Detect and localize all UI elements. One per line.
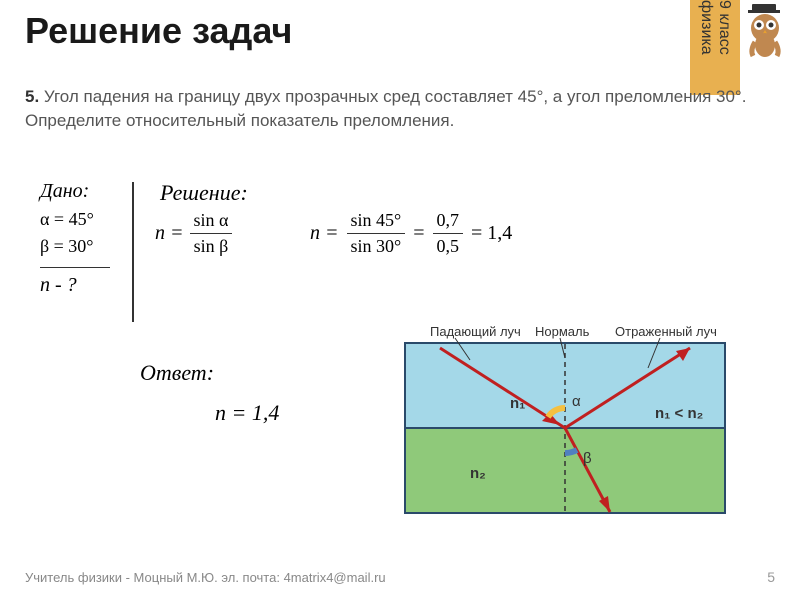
page-title: Решение задач bbox=[25, 10, 292, 52]
footer-text: Учитель физики - Моцный М.Ю. эл. почта: … bbox=[25, 570, 386, 585]
fraction-general: sin α sin β bbox=[190, 210, 233, 257]
given-title: Дано: bbox=[40, 180, 110, 203]
frac-num: sin α bbox=[190, 210, 233, 234]
answer-value: n = 1,4 bbox=[215, 400, 279, 426]
problem-number: 5. bbox=[25, 87, 39, 106]
page-number: 5 bbox=[767, 569, 775, 585]
given-divider-line bbox=[40, 267, 110, 268]
fraction-deg: sin 45° sin 30° bbox=[347, 210, 406, 257]
given-solution-divider bbox=[132, 182, 134, 322]
badge-text: 9 класс физика bbox=[697, 0, 733, 95]
label-n2: n₂ bbox=[470, 465, 486, 482]
label-incident: Падающий луч bbox=[430, 324, 521, 339]
solution-block: Решение: bbox=[160, 180, 248, 206]
frac2-den: sin 30° bbox=[347, 234, 406, 257]
fraction-val: 0,7 0,5 bbox=[433, 210, 464, 257]
formula-numeric: n = sin 45° sin 30° = 0,7 0,5 = 1,4 bbox=[310, 210, 512, 257]
refraction-diagram: Падающий луч Нормаль Отраженный луч n₁ n… bbox=[400, 318, 730, 518]
given-block: Дано: α = 45° β = 30° n - ? bbox=[40, 180, 110, 297]
problem-text: 5. Угол падения на границу двух прозрачн… bbox=[25, 85, 775, 133]
label-beta: β bbox=[583, 450, 592, 467]
frac2-num: sin 45° bbox=[347, 210, 406, 234]
owl-icon bbox=[740, 0, 790, 60]
answer-title: Ответ: bbox=[140, 360, 214, 386]
n-equals: n = bbox=[155, 222, 184, 245]
class-badge: 9 класс физика bbox=[690, 0, 740, 95]
label-alpha: α bbox=[572, 393, 581, 410]
solution-title: Решение: bbox=[160, 180, 248, 206]
label-cond: n₁ < n₂ bbox=[655, 405, 703, 422]
label-normal: Нормаль bbox=[535, 324, 590, 339]
n-equals-2: n = bbox=[310, 222, 339, 245]
given-sought: n - ? bbox=[40, 274, 110, 297]
formula-general: n = sin α sin β bbox=[155, 210, 232, 257]
frac-den: sin β bbox=[190, 234, 233, 257]
equals-1: = bbox=[413, 222, 424, 245]
answer-block: Ответ: bbox=[140, 360, 214, 386]
label-n1: n₁ bbox=[510, 395, 525, 412]
given-alpha: α = 45° bbox=[40, 209, 110, 230]
frac3-den: 0,5 bbox=[433, 234, 464, 257]
problem-body: Угол падения на границу двух прозрачных … bbox=[25, 87, 746, 130]
label-reflected: Отраженный луч bbox=[615, 324, 717, 339]
result: = 1,4 bbox=[471, 222, 512, 245]
given-beta: β = 30° bbox=[40, 236, 110, 257]
frac3-num: 0,7 bbox=[433, 210, 464, 234]
